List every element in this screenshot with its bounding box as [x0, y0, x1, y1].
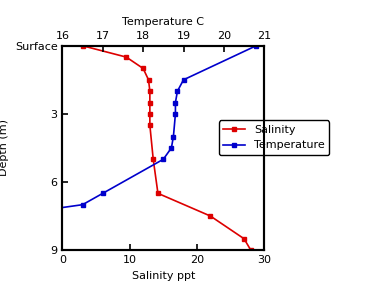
Line: Temperature: Temperature [0, 43, 259, 253]
Line: Salinity: Salinity [80, 43, 253, 253]
Temperature [254, 44, 258, 48]
Salinity [141, 66, 145, 70]
Salinity [156, 192, 160, 195]
Temperature [171, 135, 176, 138]
Salinity [146, 78, 151, 82]
Salinity [151, 157, 156, 161]
Salinity [148, 112, 152, 116]
Salinity [80, 44, 85, 48]
Salinity [148, 89, 152, 93]
Salinity [148, 101, 152, 104]
X-axis label: Temperature C: Temperature C [122, 17, 204, 27]
Legend: Salinity, Temperature: Salinity, Temperature [219, 120, 329, 155]
Salinity [148, 124, 152, 127]
Salinity [208, 214, 212, 218]
Temperature [173, 112, 178, 116]
Temperature [181, 78, 186, 82]
Salinity [124, 55, 128, 59]
Salinity [242, 237, 246, 241]
X-axis label: Salinity ppt: Salinity ppt [132, 271, 195, 281]
Temperature [161, 157, 166, 161]
Salinity [248, 248, 253, 252]
Y-axis label: Depth (m): Depth (m) [0, 120, 9, 176]
Temperature [101, 192, 105, 195]
Temperature [169, 146, 174, 150]
Temperature [175, 89, 180, 93]
Temperature [173, 101, 178, 104]
Temperature [80, 203, 85, 206]
